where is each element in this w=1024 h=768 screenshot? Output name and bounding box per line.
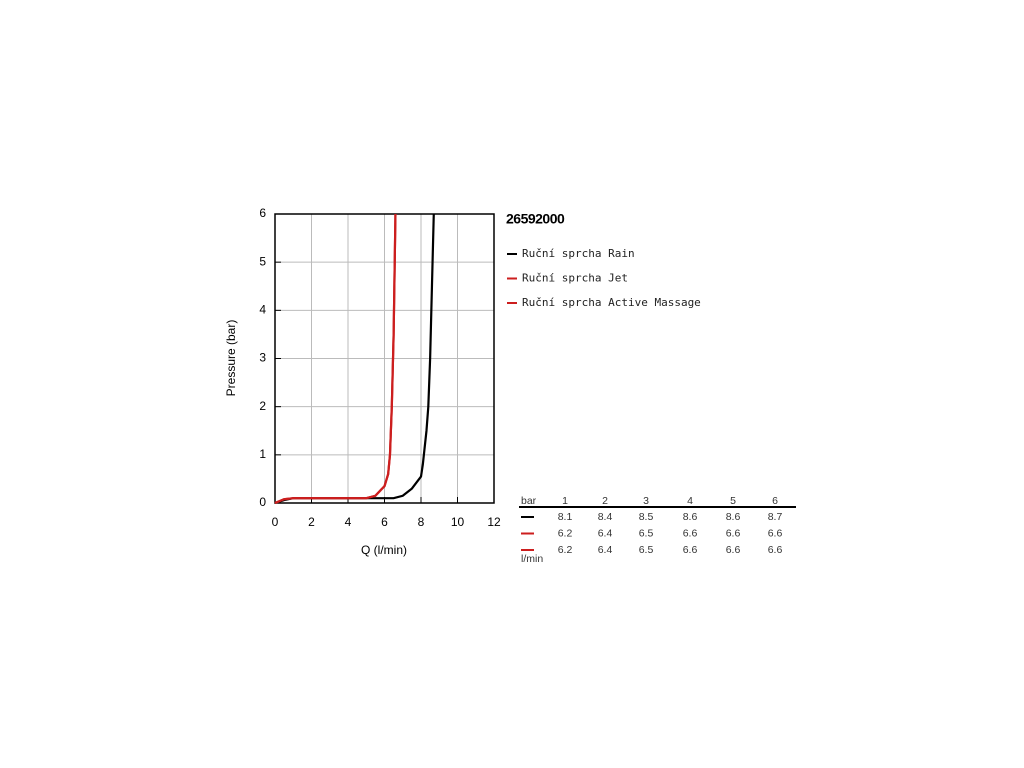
y-tick-label: 0 xyxy=(259,495,266,509)
table-cell: 6.6 xyxy=(683,544,698,556)
y-axis-label: Pressure (bar) xyxy=(224,320,238,397)
table-cell: 6.6 xyxy=(726,544,741,556)
table-cell: 8.5 xyxy=(639,511,654,523)
y-tick-label: 1 xyxy=(259,447,266,461)
table-cell: 8.7 xyxy=(768,511,783,523)
table-cell: 6.4 xyxy=(598,527,613,539)
y-tick-label: 5 xyxy=(259,254,266,268)
x-tick-label: 12 xyxy=(487,515,501,529)
table-header: 3 xyxy=(643,495,649,507)
table-header: 1 xyxy=(562,495,568,507)
chart-title: 26592000 xyxy=(506,211,565,227)
table-cell: 8.6 xyxy=(726,511,741,523)
x-tick-label: 2 xyxy=(308,515,315,529)
table-header: 4 xyxy=(687,495,693,507)
y-tick-label: 3 xyxy=(259,351,266,365)
table-footer: l/min xyxy=(521,553,543,565)
table-cell: 6.6 xyxy=(683,527,698,539)
table-cell: 8.4 xyxy=(598,511,613,523)
table-cell: 6.2 xyxy=(558,527,573,539)
table-header: 2 xyxy=(602,495,608,507)
table-unit: bar xyxy=(521,495,537,507)
table-cell: 8.1 xyxy=(558,511,573,523)
x-tick-label: 0 xyxy=(272,515,279,529)
plot-frame xyxy=(274,213,495,504)
table-cell: 8.6 xyxy=(683,511,698,523)
table-header: 6 xyxy=(772,495,778,507)
legend-label: Ruční sprcha Jet xyxy=(522,272,628,285)
table-cell: 6.2 xyxy=(558,544,573,556)
x-tick-label: 10 xyxy=(451,515,465,529)
table-cell: 6.4 xyxy=(598,544,613,556)
table-cell: 6.6 xyxy=(768,527,783,539)
x-axis-label: Q (l/min) xyxy=(361,543,407,557)
table-header: 5 xyxy=(730,495,736,507)
y-tick-label: 2 xyxy=(259,399,266,413)
line-series xyxy=(274,213,397,505)
table-cell: 6.5 xyxy=(639,544,654,556)
x-tick-label: 8 xyxy=(418,515,425,529)
table-cell: 6.5 xyxy=(639,527,654,539)
table-cell: 6.6 xyxy=(726,527,741,539)
y-tick-label: 6 xyxy=(259,206,266,220)
table-cell: 6.6 xyxy=(768,544,783,556)
x-tick-label: 4 xyxy=(345,515,352,529)
legend-label: Ruční sprcha Active Massage xyxy=(522,296,701,309)
legend-label: Ruční sprcha Rain xyxy=(522,247,635,260)
x-tick-label: 6 xyxy=(381,515,388,529)
y-tick-label: 4 xyxy=(259,303,266,317)
